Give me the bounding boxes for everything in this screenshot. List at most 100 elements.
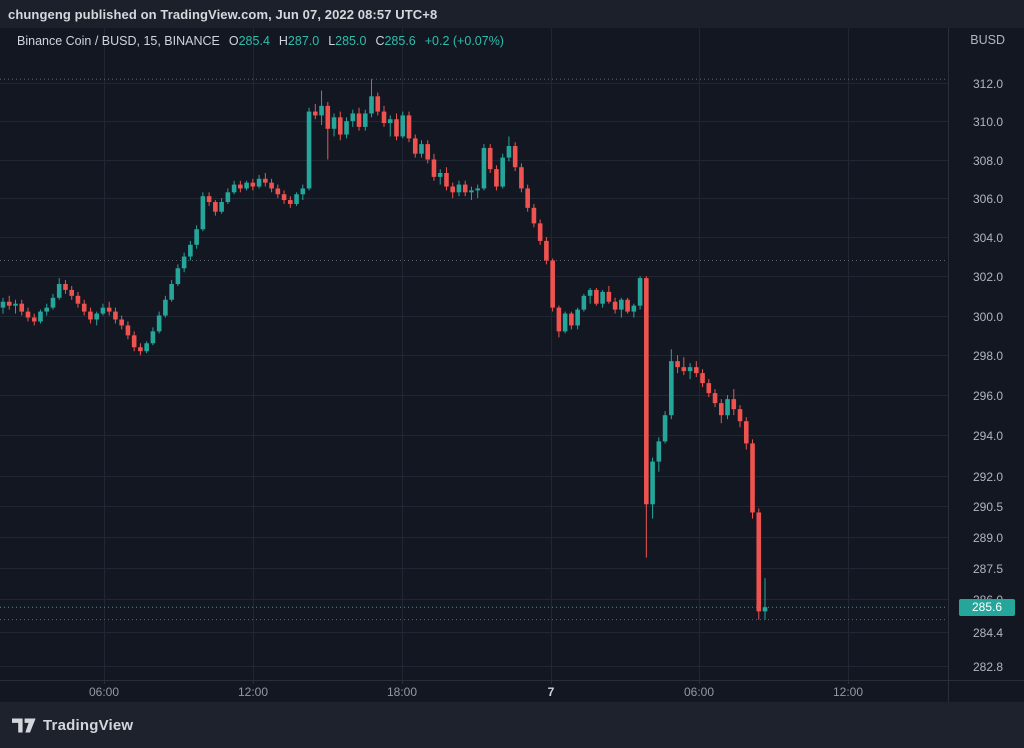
candle[interactable]: [56, 278, 62, 300]
candle[interactable]: [700, 369, 705, 388]
candle[interactable]: [562, 311, 568, 334]
candle[interactable]: [38, 309, 43, 324]
candle[interactable]: [13, 299, 18, 314]
candle[interactable]: [456, 180, 462, 197]
candle[interactable]: [712, 389, 718, 408]
candle[interactable]: [50, 293, 56, 310]
tradingview-brand[interactable]: TradingView: [12, 717, 133, 734]
candle[interactable]: [244, 180, 249, 191]
candle[interactable]: [319, 90, 324, 125]
candle[interactable]: [631, 303, 637, 318]
candle[interactable]: [306, 107, 312, 191]
chart-legend[interactable]: Binance Coin / BUSD, 15, BINANCE O285.4 H2…: [17, 34, 504, 48]
candle[interactable]: [331, 113, 337, 137]
candle[interactable]: [356, 107, 362, 131]
candle[interactable]: [194, 225, 199, 249]
candle[interactable]: [762, 578, 768, 620]
candle[interactable]: [288, 196, 293, 208]
candle[interactable]: [444, 167, 449, 191]
candle[interactable]: [425, 140, 431, 164]
candle[interactable]: [144, 341, 149, 354]
candle[interactable]: [19, 299, 25, 316]
candle[interactable]: [344, 117, 349, 139]
candle[interactable]: [250, 178, 256, 191]
candle[interactable]: [362, 109, 368, 131]
candle[interactable]: [694, 361, 699, 378]
candles-layer[interactable]: [0, 79, 768, 620]
candle[interactable]: [263, 172, 268, 187]
candle[interactable]: [687, 363, 693, 380]
candle[interactable]: [0, 297, 6, 314]
candle[interactable]: [406, 111, 412, 143]
candle[interactable]: [718, 399, 724, 424]
candle[interactable]: [743, 417, 749, 450]
candle[interactable]: [375, 92, 381, 116]
candle[interactable]: [181, 252, 187, 273]
candle[interactable]: [500, 153, 505, 189]
candle[interactable]: [175, 264, 181, 286]
candle[interactable]: [675, 355, 680, 374]
candle[interactable]: [487, 144, 493, 173]
candle[interactable]: [269, 178, 274, 193]
candle[interactable]: [750, 439, 755, 519]
candle[interactable]: [587, 287, 593, 304]
candle[interactable]: [625, 297, 630, 314]
candle[interactable]: [519, 163, 524, 193]
candle[interactable]: [419, 140, 424, 158]
candle[interactable]: [381, 105, 387, 127]
candle[interactable]: [88, 307, 93, 324]
candle[interactable]: [63, 280, 68, 294]
candle[interactable]: [412, 134, 418, 158]
candle[interactable]: [706, 379, 712, 398]
candle[interactable]: [537, 219, 543, 245]
candle[interactable]: [281, 190, 287, 204]
candle[interactable]: [400, 111, 406, 139]
candle[interactable]: [119, 315, 124, 330]
candle[interactable]: [75, 291, 81, 308]
candle[interactable]: [125, 321, 131, 340]
candle[interactable]: [213, 200, 218, 216]
candle[interactable]: [650, 457, 655, 519]
candle[interactable]: [725, 395, 730, 420]
candle[interactable]: [275, 184, 281, 199]
candle[interactable]: [238, 180, 243, 193]
candle[interactable]: [188, 240, 193, 261]
candle[interactable]: [231, 180, 237, 195]
candle[interactable]: [256, 174, 262, 189]
candle[interactable]: [731, 389, 737, 416]
symbol-title[interactable]: Binance Coin / BUSD, 15, BINANCE: [17, 34, 220, 48]
candle[interactable]: [325, 102, 331, 160]
candle[interactable]: [575, 307, 580, 330]
candle[interactable]: [544, 237, 549, 265]
candle[interactable]: [25, 307, 31, 322]
candle[interactable]: [475, 184, 480, 199]
candle[interactable]: [737, 405, 743, 428]
candle[interactable]: [525, 184, 530, 212]
candle[interactable]: [6, 295, 12, 310]
candle[interactable]: [569, 311, 574, 330]
candle[interactable]: [756, 508, 762, 620]
candle[interactable]: [200, 192, 206, 232]
candle[interactable]: [106, 301, 112, 316]
candle[interactable]: [138, 343, 143, 356]
candle[interactable]: [644, 276, 649, 558]
candle[interactable]: [469, 186, 474, 201]
candle[interactable]: [81, 299, 87, 316]
candle[interactable]: [550, 258, 555, 312]
candle[interactable]: [512, 142, 518, 172]
candle[interactable]: [431, 153, 437, 181]
candle[interactable]: [113, 307, 118, 324]
candle[interactable]: [481, 144, 487, 191]
candle[interactable]: [437, 169, 443, 185]
candle[interactable]: [31, 313, 37, 326]
candle[interactable]: [662, 411, 668, 444]
candle[interactable]: [606, 285, 612, 304]
candle[interactable]: [150, 327, 156, 346]
candle[interactable]: [387, 115, 393, 137]
candle[interactable]: [206, 192, 212, 206]
candle[interactable]: [637, 276, 643, 310]
candle[interactable]: [612, 297, 618, 314]
candle[interactable]: [313, 103, 318, 120]
candle[interactable]: [369, 79, 374, 118]
